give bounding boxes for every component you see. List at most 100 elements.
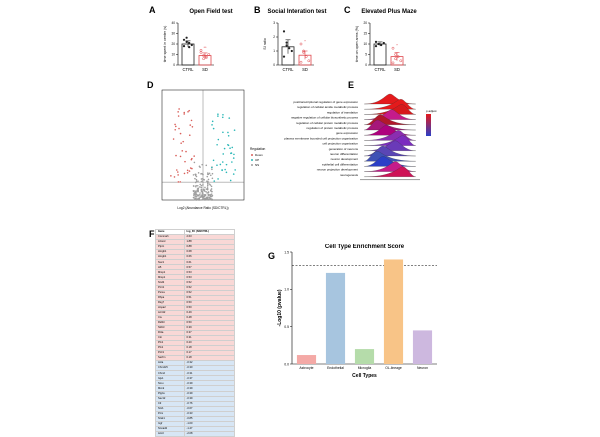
point-ns [201, 198, 204, 201]
point-ns [195, 184, 197, 187]
point-down [189, 167, 192, 169]
data-point-ctrl [290, 49, 293, 53]
point-ns [201, 180, 204, 182]
data-point-ctrl [382, 41, 385, 45]
point-ns [200, 184, 203, 187]
point-up [212, 127, 215, 130]
y-axis-label: SI ratio [263, 38, 267, 49]
data-point-ctrl [182, 45, 186, 48]
point-ns [198, 193, 201, 196]
point-ns [194, 181, 197, 184]
point-ns [210, 193, 212, 196]
table-row: Accrt -2.08 [155, 430, 236, 437]
panel-g-letter: G [268, 251, 276, 261]
point-ns [201, 163, 204, 166]
data-point-ctrl [185, 36, 188, 39]
point-ns [195, 180, 198, 182]
point-ns [194, 195, 196, 198]
data-point-ctrl [182, 38, 186, 41]
y-tick-label: 0 [173, 63, 175, 67]
data-point-ctrl [374, 45, 378, 48]
ridge-term-label: regulation of translation [327, 110, 359, 114]
significance-marker: ** [203, 45, 207, 50]
point-ns [192, 185, 195, 187]
point-ns [198, 165, 201, 168]
point-ns [207, 191, 210, 194]
point-ns [199, 196, 201, 198]
data-point-ctrl [374, 40, 378, 43]
point-ns [201, 191, 204, 193]
ridge-density [364, 93, 416, 105]
ridge-term-label: plasma membrane bounded cell projection … [284, 136, 358, 140]
y-tick-label: 10 [171, 53, 175, 57]
data-point-sd [391, 61, 395, 65]
point-ns [202, 189, 204, 191]
data-point-sd [396, 55, 400, 58]
x-tick-label: OL-lineage [385, 366, 402, 370]
point-down [177, 174, 179, 176]
y-tick-label: 20 [363, 21, 367, 25]
x-tick-label: SD [202, 67, 208, 72]
point-down [188, 170, 191, 172]
point-ns [206, 175, 209, 178]
data-point-sd [302, 49, 305, 53]
point-down [178, 127, 180, 130]
point-up [221, 169, 223, 171]
point-up [234, 169, 236, 171]
ridge-term-label: regulation of cellular protein metabolic… [296, 121, 358, 125]
point-down [193, 155, 195, 157]
point-ns [194, 191, 197, 193]
data-point-ctrl [282, 30, 286, 33]
panel-c-title: Elevated Plus Maze [361, 9, 417, 15]
point-ns [192, 196, 195, 199]
ridge-term-label: negative regulation of cellular biosynth… [291, 116, 359, 120]
x-tick-label: Neuron [417, 366, 428, 370]
point-down [189, 124, 192, 126]
data-point-ctrl [282, 55, 286, 58]
y-tick-label: 30 [171, 32, 175, 36]
point-ns [206, 180, 208, 183]
point-ns [202, 197, 204, 199]
y-tick-label: 15 [363, 32, 367, 36]
point-down [187, 110, 189, 113]
point-ns [195, 192, 197, 195]
point-down [191, 167, 193, 170]
ridge-density [364, 125, 416, 136]
y-axis-label: -Log10 (pvalue) [277, 289, 283, 326]
ridge-density [364, 135, 416, 146]
panel-d-volcano-plot: Log2 (Abundance Ratio (SD/CTRL)) Regulati… [161, 89, 265, 210]
panel-b-letter: B [254, 5, 261, 15]
point-down [182, 140, 185, 143]
point-up [221, 161, 224, 163]
ridge-term-label: posttranscriptional regulation of gene e… [293, 100, 358, 104]
point-ns [195, 190, 198, 193]
y-tick-label: 0 [365, 63, 367, 67]
data-point-sd [304, 55, 308, 58]
ridge-density [364, 119, 416, 131]
point-up [232, 157, 235, 159]
point-ns [207, 194, 210, 197]
y-tick-label: 1.5 [284, 250, 289, 254]
significance-marker: * [304, 39, 306, 44]
y-axis-label: time spent in center (s) [163, 26, 167, 63]
panel-b-title: Social Interation test [267, 9, 327, 15]
ridge-density [364, 156, 416, 167]
point-ns [197, 180, 199, 182]
bar-neuron [412, 330, 433, 364]
data-point-sd [204, 56, 208, 60]
point-up [213, 180, 216, 182]
point-up [229, 147, 231, 150]
bar-endothelial [325, 272, 346, 364]
point-down [186, 169, 189, 172]
y-tick-label: 10 [363, 42, 367, 46]
legend-colorbar [426, 114, 431, 136]
data-point-sd [399, 59, 403, 63]
data-point-sd [199, 48, 203, 52]
point-ns [206, 198, 208, 201]
point-ns [206, 184, 209, 187]
point-ns [204, 186, 206, 189]
x-tick-label: Astrocyte [299, 366, 313, 370]
point-up [231, 146, 234, 149]
bar-microglia [354, 349, 375, 364]
point-ns [211, 190, 213, 193]
